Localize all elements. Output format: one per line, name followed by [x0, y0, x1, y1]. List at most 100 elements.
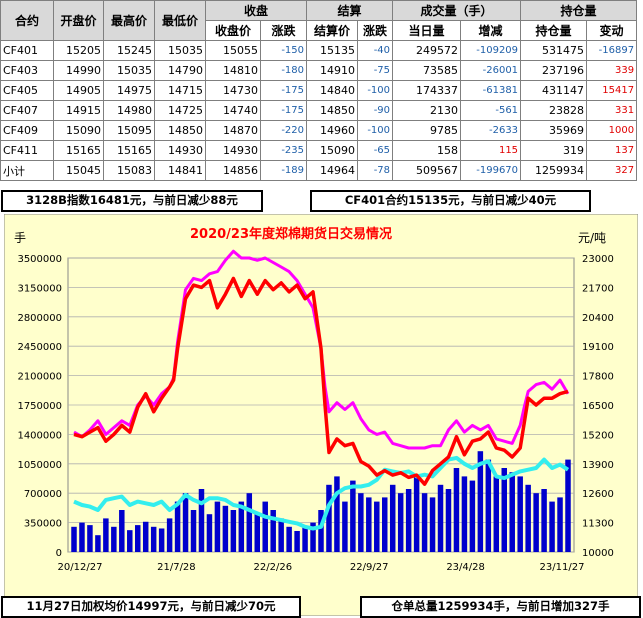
- left-tick-label: 3150000: [17, 283, 62, 294]
- volume-bar: [294, 531, 300, 552]
- right-tick-label: 16500: [582, 401, 614, 412]
- volume-bar: [166, 518, 173, 552]
- cell-volume-change: -561: [460, 100, 522, 121]
- open-interest-line: [73, 455, 570, 531]
- cell-oi-change: 1000: [586, 120, 638, 141]
- cell-close-change: -150: [259, 40, 308, 61]
- volume-bar: [230, 510, 237, 552]
- cell-oi-change: 15417: [586, 80, 638, 101]
- volume-bar: [381, 497, 388, 552]
- cell-close: 14930: [205, 140, 261, 161]
- table-row: 小计 15045 15083 14841 14856 -189 14964 -78 509567…: [0, 160, 638, 181]
- cell-contract: CF405: [0, 80, 54, 101]
- right-tick-label: 21700: [582, 283, 614, 294]
- left-tick-label: 2100000: [17, 372, 62, 383]
- cell-volume-change: -26001: [460, 60, 522, 81]
- table-row: CF403 14990 15035 14790 14810 -180 14910 -75 735…: [0, 60, 638, 81]
- cell-open: 15165: [53, 140, 104, 161]
- cell-settle-change: -75: [357, 60, 394, 81]
- cell-contract: 小计: [0, 160, 54, 181]
- header-low: 最低价: [154, 0, 206, 41]
- volume-bar: [469, 480, 476, 552]
- volume-bar: [95, 535, 101, 552]
- cell-close-change: -180: [259, 60, 308, 81]
- cell-low: 14930: [154, 140, 206, 161]
- volume-bar: [437, 484, 444, 552]
- volume-bar: [134, 525, 141, 552]
- cell-volume-change: 115: [460, 140, 522, 161]
- cell-close: 14810: [205, 60, 261, 81]
- cell-settle-change: -65: [357, 140, 394, 161]
- right-tick-label: 15200: [582, 430, 614, 441]
- cell-high: 14975: [103, 80, 155, 101]
- cell-open: 14915: [53, 100, 104, 121]
- header-high: 最高价: [103, 0, 155, 41]
- cell-high: 15245: [103, 40, 155, 61]
- volume-bar: [302, 526, 308, 552]
- cell-settle: 14964: [306, 160, 359, 181]
- right-tick-label: 11300: [582, 519, 614, 530]
- cell-open-interest: 319: [520, 140, 588, 161]
- cell-open: 15090: [53, 120, 104, 141]
- left-tick-label: 1400000: [17, 430, 62, 441]
- volume-bar: [413, 476, 420, 552]
- x-tick-label: 23/4/28: [446, 562, 485, 573]
- left-axis-label: 手: [14, 231, 26, 245]
- cell-volume: 2130: [392, 100, 462, 121]
- cell-volume: 73585: [392, 60, 462, 81]
- left-tick-label: 1750000: [17, 401, 62, 412]
- cell-contract: CF409: [0, 120, 54, 141]
- volume-bar: [127, 530, 133, 552]
- volume-bar: [461, 476, 468, 552]
- header-settle-change: 涨跌: [357, 20, 394, 41]
- volume-bar: [119, 510, 125, 552]
- header-oi-group: 持仓量: [520, 0, 638, 21]
- header-volume-group: 成交量（手）: [392, 0, 522, 21]
- cell-volume-change: -109209: [460, 40, 522, 61]
- cell-high: 15095: [103, 120, 155, 141]
- cell-low: 14725: [154, 100, 206, 121]
- volume-bar: [198, 489, 205, 552]
- volume-bar: [206, 514, 213, 552]
- x-tick-label: 21/7/28: [157, 562, 196, 573]
- header-volume-change: 增减: [460, 20, 522, 41]
- cell-oi-change: -16897: [586, 40, 638, 61]
- right-tick-label: 20400: [582, 313, 614, 324]
- volume-bar: [453, 468, 460, 552]
- contract-note: CF401合约15135元，与前日减少40元: [310, 190, 591, 212]
- volume-bar: [214, 501, 221, 552]
- cell-volume: 158: [392, 140, 462, 161]
- header-close-price: 收盘价: [205, 20, 261, 41]
- cell-settle-change: -40: [357, 40, 394, 61]
- left-tick-label: 0: [56, 548, 62, 559]
- cell-settle: 15090: [306, 140, 359, 161]
- volume-bar: [541, 489, 547, 552]
- cell-oi-change: 339: [586, 60, 638, 81]
- volume-bar: [374, 501, 380, 552]
- cell-volume: 509567: [392, 160, 462, 181]
- cell-low: 14850: [154, 120, 206, 141]
- chart-title: 2020/23年度郑棉期货日交易情况: [190, 226, 392, 242]
- volume-bar: [350, 480, 356, 552]
- volume-bar: [326, 484, 332, 552]
- x-tick-label: 22/9/27: [350, 562, 389, 573]
- cell-open-interest: 35969: [520, 120, 588, 141]
- cell-close-change: -189: [259, 160, 308, 181]
- volume-bar: [445, 489, 452, 552]
- right-tick-label: 17800: [582, 372, 614, 383]
- cell-high: 15035: [103, 60, 155, 81]
- left-tick-label: 700000: [24, 489, 62, 500]
- volume-bar: [318, 510, 324, 552]
- warehouse-note: 仓单总量1259934手，与前日增加327手: [360, 596, 641, 618]
- header-contract: 合约: [0, 0, 54, 41]
- right-tick-label: 13900: [582, 460, 614, 471]
- volume-bar: [525, 484, 531, 552]
- cell-settle-change: -90: [357, 100, 394, 121]
- table-row: CF401 15205 15245 15035 15055 -150 15135 -40 249…: [0, 40, 638, 61]
- cell-close-change: -220: [259, 120, 308, 141]
- cell-contract: CF403: [0, 60, 54, 81]
- cell-close-change: -175: [259, 80, 308, 101]
- cell-volume: 9785: [392, 120, 462, 141]
- cell-open-interest: 23828: [520, 100, 588, 121]
- cell-settle: 15135: [306, 40, 359, 61]
